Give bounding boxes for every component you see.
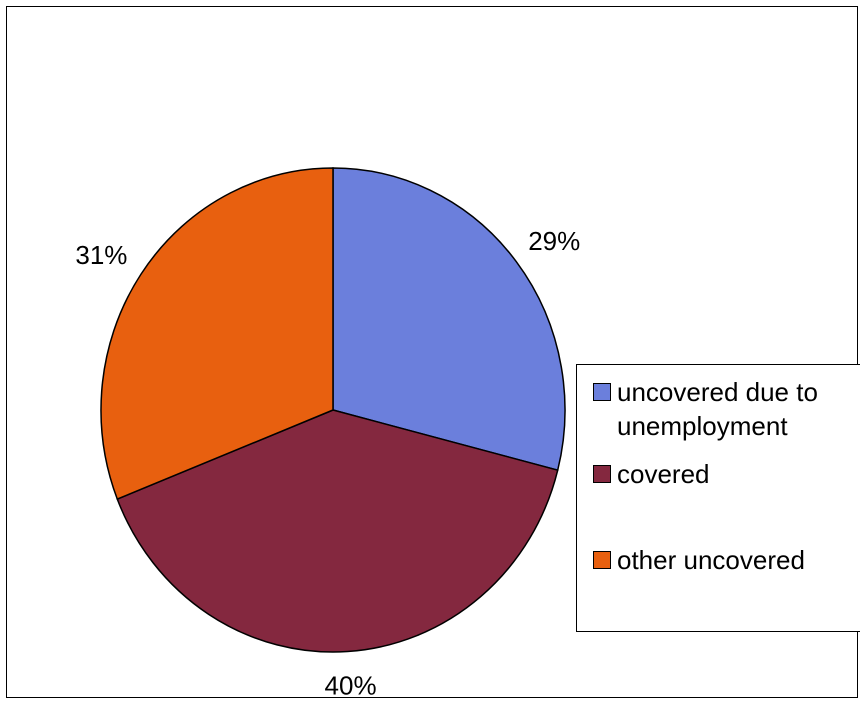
legend-swatch-uncovered-unemployment xyxy=(593,383,611,401)
pie-slice-covered xyxy=(116,409,559,653)
data-label-other-uncovered: 31% xyxy=(75,240,127,270)
data-label-covered: 40% xyxy=(325,670,377,700)
legend-item-uncovered-unemployment: uncovered due to unemployment xyxy=(593,375,861,443)
pie-slice-other-uncovered xyxy=(100,167,334,501)
legend-item-other-uncovered: other uncovered xyxy=(593,543,861,577)
legend-label-other-uncovered: other uncovered xyxy=(617,545,805,575)
legend: uncovered due to unemployment covered ot… xyxy=(576,364,860,632)
legend-label-uncovered-unemployment: uncovered due to unemployment xyxy=(617,377,818,441)
pie-slice-uncovered-due-to-unemployment xyxy=(332,167,566,472)
legend-label-covered: covered xyxy=(617,459,710,489)
data-label-uncovered-due-to-unemployment: 29% xyxy=(528,226,580,256)
legend-swatch-covered xyxy=(593,465,611,483)
legend-item-covered: covered xyxy=(593,457,861,491)
legend-swatch-other-uncovered xyxy=(593,551,611,569)
